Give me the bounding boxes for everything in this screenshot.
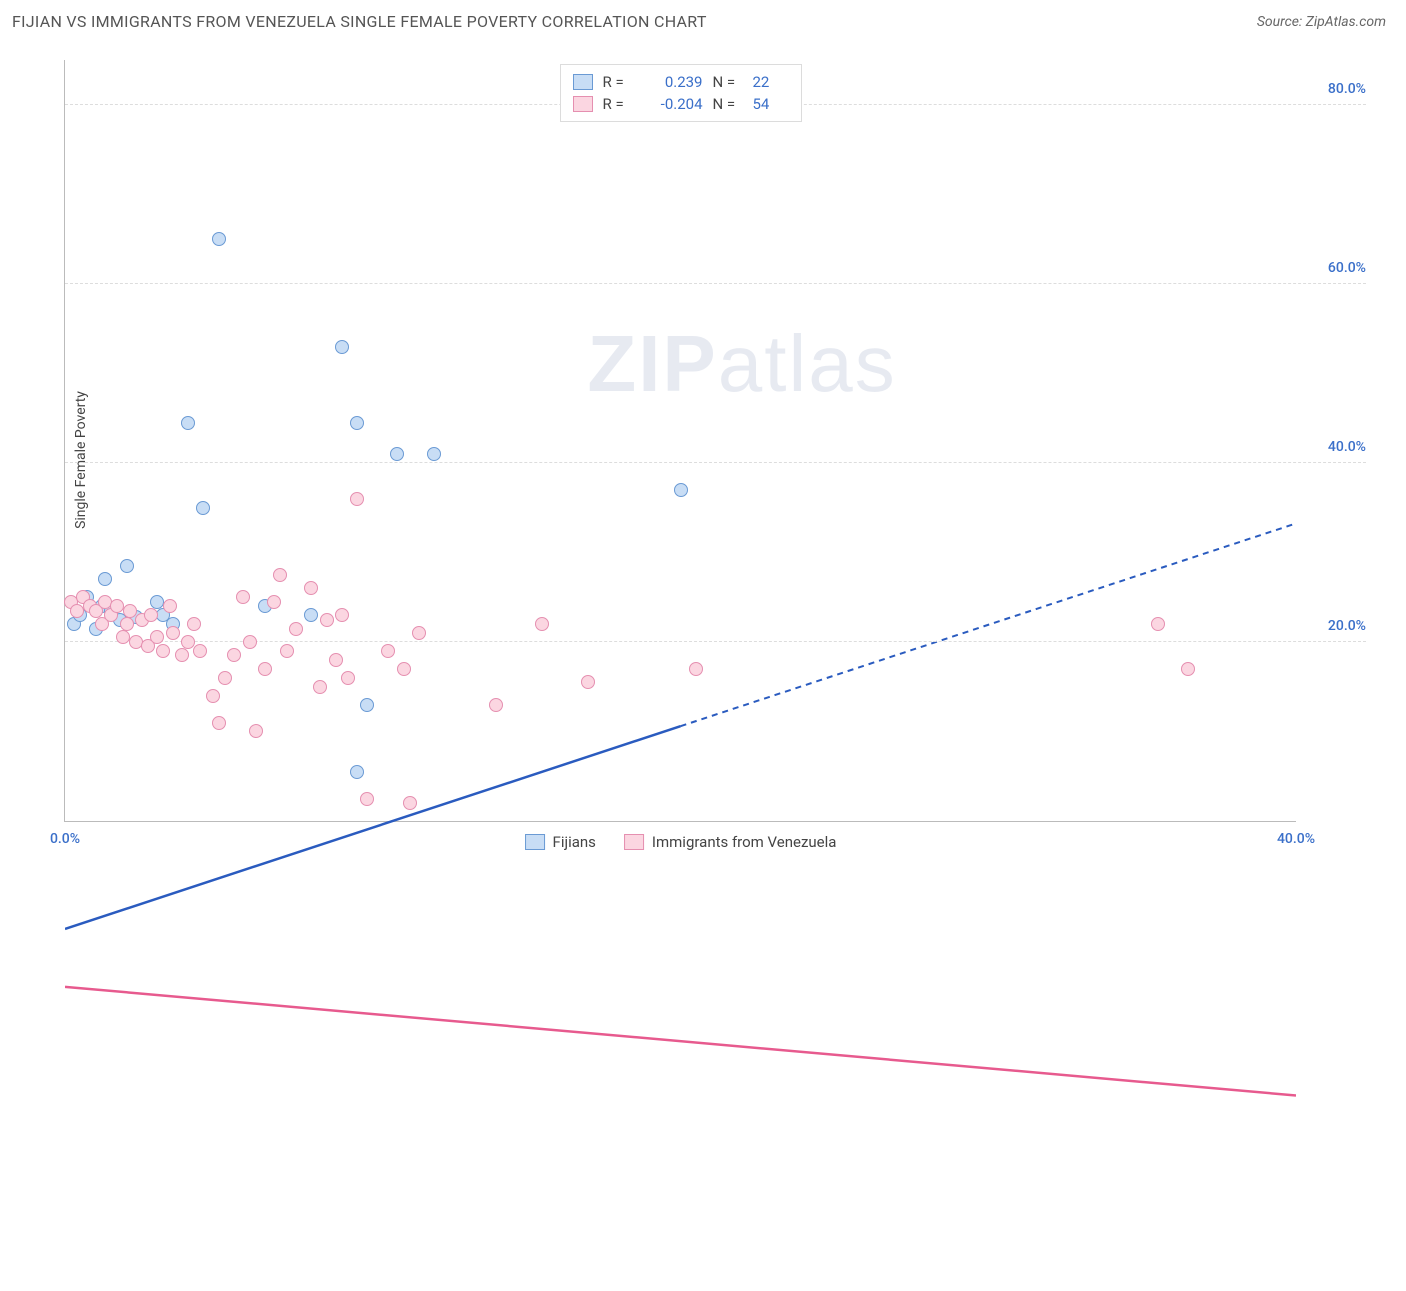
data-point xyxy=(350,492,364,506)
data-point xyxy=(144,608,158,622)
trend-line-solid xyxy=(65,726,681,929)
data-point xyxy=(489,698,503,712)
chart-title: FIJIAN VS IMMIGRANTS FROM VENEZUELA SING… xyxy=(12,12,707,31)
watermark-atlas: atlas xyxy=(718,319,897,408)
series-legend: Fijians Immigrants from Venezuela xyxy=(525,833,837,851)
data-point xyxy=(335,608,349,622)
data-point xyxy=(280,644,294,658)
data-point xyxy=(212,716,226,730)
data-point xyxy=(227,648,241,662)
data-point xyxy=(304,581,318,595)
gridline xyxy=(65,641,1366,642)
watermark-zip: ZIP xyxy=(587,319,717,408)
n-label: N = xyxy=(713,95,743,113)
x-tick-label: 40.0% xyxy=(1277,831,1315,847)
data-point xyxy=(329,653,343,667)
data-point xyxy=(341,671,355,685)
data-point xyxy=(535,617,549,631)
data-point xyxy=(249,724,263,738)
n-label: N = xyxy=(713,73,743,91)
data-point xyxy=(427,447,441,461)
series-legend-item: Fijians xyxy=(525,833,596,851)
data-point xyxy=(123,604,137,618)
data-point xyxy=(166,626,180,640)
r-value: 0.239 xyxy=(643,73,703,91)
data-point xyxy=(350,765,364,779)
header: FIJIAN VS IMMIGRANTS FROM VENEZUELA SING… xyxy=(0,0,1406,39)
data-point xyxy=(196,501,210,515)
correlation-legend: R = 0.239 N = 22 R = -0.204 N = 54 xyxy=(560,64,802,122)
data-point xyxy=(163,599,177,613)
data-point xyxy=(156,644,170,658)
data-point xyxy=(689,662,703,676)
data-point xyxy=(335,340,349,354)
data-point xyxy=(320,613,334,627)
data-point xyxy=(674,483,688,497)
y-tick-label: 80.0% xyxy=(1328,81,1366,97)
data-point xyxy=(175,648,189,662)
data-point xyxy=(360,698,374,712)
trend-line-solid xyxy=(65,987,1296,1096)
legend-row: R = -0.204 N = 54 xyxy=(573,93,789,115)
watermark: ZIPatlas xyxy=(587,318,896,410)
series-legend-item: Immigrants from Venezuela xyxy=(624,833,837,851)
data-point xyxy=(1181,662,1195,676)
data-point xyxy=(350,416,364,430)
legend-swatch xyxy=(573,74,593,90)
data-point xyxy=(150,630,164,644)
source-label: Source: ZipAtlas.com xyxy=(1257,14,1386,30)
r-value: -0.204 xyxy=(643,95,703,113)
series-name: Immigrants from Venezuela xyxy=(652,833,837,851)
data-point xyxy=(360,792,374,806)
gridline xyxy=(65,462,1366,463)
data-point xyxy=(236,590,250,604)
plot-area: ZIPatlas R =0.239N =22R =-0.204N =54 Fij… xyxy=(64,60,1296,822)
data-point xyxy=(187,617,201,631)
chart-container: Single Female Poverty ZIPatlas R =0.239N… xyxy=(20,48,1386,872)
data-point xyxy=(243,635,257,649)
n-value: 54 xyxy=(753,95,789,113)
n-value: 22 xyxy=(753,73,789,91)
data-point xyxy=(98,572,112,586)
data-point xyxy=(381,644,395,658)
legend-row: R = 0.239 N = 22 xyxy=(573,71,789,93)
legend-swatch xyxy=(525,834,545,850)
data-point xyxy=(289,622,303,636)
data-point xyxy=(193,644,207,658)
gridline xyxy=(65,283,1366,284)
series-name: Fijians xyxy=(553,833,596,851)
data-point xyxy=(181,416,195,430)
trend-lines xyxy=(65,60,1296,1291)
data-point xyxy=(120,559,134,573)
x-tick-label: 0.0% xyxy=(50,831,80,847)
data-point xyxy=(390,447,404,461)
r-label: R = xyxy=(603,95,633,113)
data-point xyxy=(412,626,426,640)
data-point xyxy=(397,662,411,676)
y-tick-label: 20.0% xyxy=(1328,618,1366,634)
data-point xyxy=(267,595,281,609)
y-tick-label: 40.0% xyxy=(1328,439,1366,455)
r-label: R = xyxy=(603,73,633,91)
data-point xyxy=(304,608,318,622)
data-point xyxy=(206,689,220,703)
data-point xyxy=(313,680,327,694)
data-point xyxy=(181,635,195,649)
data-point xyxy=(403,796,417,810)
legend-swatch xyxy=(624,834,644,850)
data-point xyxy=(120,617,134,631)
data-point xyxy=(212,232,226,246)
trend-line-dashed xyxy=(681,523,1297,726)
data-point xyxy=(273,568,287,582)
y-tick-label: 60.0% xyxy=(1328,260,1366,276)
data-point xyxy=(581,675,595,689)
data-point xyxy=(218,671,232,685)
data-point xyxy=(1151,617,1165,631)
data-point xyxy=(258,662,272,676)
legend-swatch xyxy=(573,96,593,112)
